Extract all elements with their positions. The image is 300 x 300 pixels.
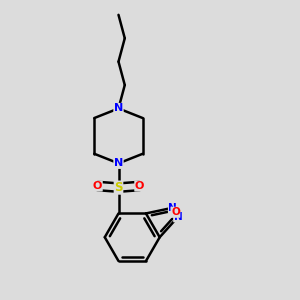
Text: S: S xyxy=(114,181,123,194)
Text: N: N xyxy=(168,203,177,213)
Text: O: O xyxy=(171,207,180,217)
Text: O: O xyxy=(93,181,102,191)
Text: O: O xyxy=(93,181,102,191)
Text: S: S xyxy=(114,181,123,194)
Text: N: N xyxy=(114,158,123,168)
Text: O: O xyxy=(171,207,180,217)
Text: N: N xyxy=(174,212,182,222)
Text: O: O xyxy=(135,181,144,191)
Text: O: O xyxy=(135,181,144,191)
Text: N: N xyxy=(114,103,123,113)
Text: N: N xyxy=(174,212,182,222)
Text: N: N xyxy=(114,158,123,168)
Text: N: N xyxy=(114,103,123,113)
Text: N: N xyxy=(168,203,177,213)
